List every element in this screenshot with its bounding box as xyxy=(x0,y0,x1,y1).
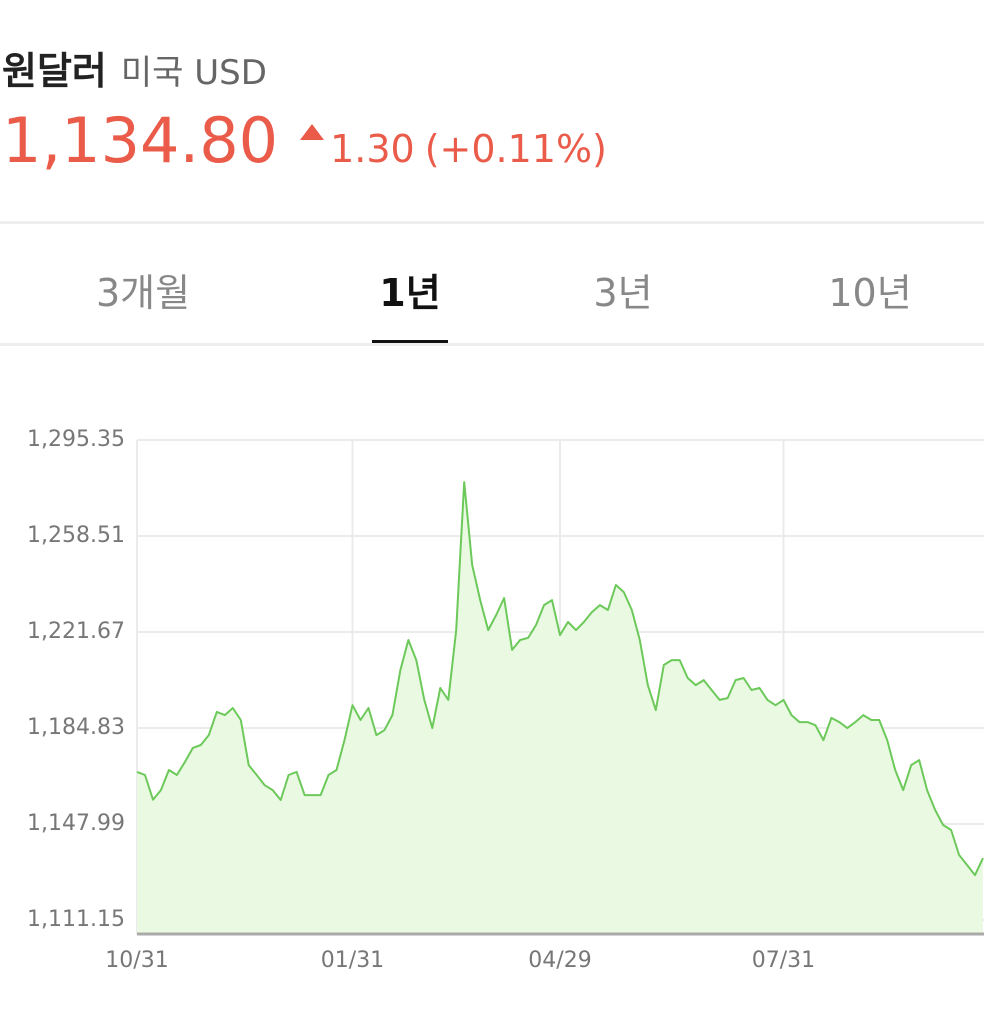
change-percent: (+0.11%) xyxy=(424,127,607,171)
up-arrow xyxy=(300,124,325,140)
tab-indicator xyxy=(372,340,448,343)
y-tick-label: 1,221.67 xyxy=(27,619,125,644)
line xyxy=(136,481,984,877)
title: 원달러 xyxy=(2,49,107,93)
tab[interactable]: 1년 xyxy=(379,271,441,315)
x-tick-label: 04/29 xyxy=(528,948,591,973)
area-fill xyxy=(137,482,983,934)
quote: 1,134.80 1.30 (+0.11%) xyxy=(2,104,607,177)
y-tick-label: 1,184.83 xyxy=(27,715,125,740)
header: 원달러 미국 USD xyxy=(2,40,267,95)
price: 1,134.80 xyxy=(2,104,279,177)
tab[interactable]: 3년 xyxy=(593,271,653,315)
x-tick-label: 10/31 xyxy=(105,948,168,973)
subtitle: 미국 USD xyxy=(120,53,267,93)
divider xyxy=(0,221,984,224)
tab[interactable]: 3개월 xyxy=(95,271,191,315)
x-tick-label: 01/31 xyxy=(321,948,384,973)
tab[interactable]: 10년 xyxy=(828,271,912,315)
y-tick-label: 1,147.99 xyxy=(27,811,125,836)
y-tick-label: 1,295.35 xyxy=(27,427,125,452)
divider xyxy=(0,343,984,346)
y-tick-label: 1,258.51 xyxy=(27,523,125,548)
x-tick-label: 07/31 xyxy=(752,948,815,973)
y-tick-label: 1,111.15 xyxy=(27,907,125,932)
change: 1.30 xyxy=(330,127,415,171)
